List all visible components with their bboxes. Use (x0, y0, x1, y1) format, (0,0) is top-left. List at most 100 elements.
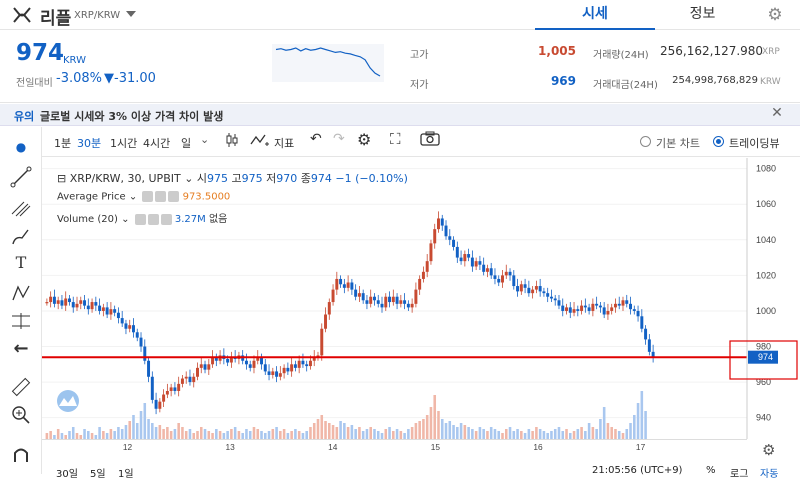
volume-bar (629, 423, 632, 439)
magnet-icon[interactable] (10, 444, 32, 466)
gear-icon[interactable]: ⚙ (767, 5, 783, 25)
volume-bar (486, 431, 489, 439)
volume-bar (90, 433, 94, 439)
range-5d[interactable]: 5일 (90, 469, 106, 480)
top-bar (0, 0, 800, 30)
candle-body (308, 360, 312, 367)
percent-toggle[interactable]: % (706, 465, 716, 476)
candle-body (512, 275, 516, 287)
volume-bar (309, 427, 312, 439)
price-chart[interactable]: 940 960 980 1000 1020 1040 1060 1080 974 (42, 158, 800, 439)
chart-settings-icon[interactable]: ⚙ (357, 130, 372, 149)
pattern-tool-icon[interactable] (10, 282, 32, 304)
eye-icon[interactable] (142, 191, 154, 202)
candle-body (414, 289, 418, 304)
legend-collapse-icon[interactable]: ⊟ (57, 172, 67, 185)
interval-30m[interactable]: 30분 (77, 137, 102, 150)
axis-settings-icon[interactable]: ⚙ (762, 441, 776, 459)
log-toggle[interactable]: 로그 (730, 469, 749, 480)
interval-1m[interactable]: 1분 (54, 137, 72, 150)
candle-body (640, 316, 644, 329)
close-icon[interactable]: ✕ (771, 105, 783, 121)
interval-4h[interactable]: 4시간 (143, 137, 171, 150)
prediction-tool-icon[interactable] (10, 310, 32, 332)
volume-bar (135, 423, 139, 439)
range-1d[interactable]: 1일 (118, 469, 134, 480)
chevron-down-icon[interactable]: ⌄ (200, 133, 210, 146)
eye-icon[interactable] (134, 213, 146, 225)
candle-body (324, 314, 328, 329)
arrow-left-icon[interactable]: ← (13, 338, 29, 359)
tab-info[interactable]: 정보 (689, 6, 716, 22)
brush-icon[interactable] (10, 226, 32, 248)
candle-body (275, 371, 279, 377)
volume-bar (550, 431, 553, 439)
volume-bar (399, 431, 403, 439)
candle-body (576, 309, 580, 311)
volume-bar (233, 427, 237, 439)
vol-legend-extra: 없음 (208, 214, 228, 225)
basic-chart-label[interactable]: 기본 차트 (656, 137, 700, 150)
volume-bar (376, 431, 380, 439)
undo-icon[interactable]: ↶ (310, 131, 322, 147)
candle-body (587, 307, 591, 311)
volume-bar (410, 427, 414, 439)
y-axis: 940 960 980 1000 1020 1040 1060 1080 (746, 158, 776, 439)
volume-bar (294, 429, 297, 439)
candle-body (252, 360, 256, 368)
redo-icon[interactable]: ↷ (333, 131, 345, 147)
legend-symbol[interactable]: XRP/KRW, 30, UPBIT (69, 172, 181, 185)
volume-bar (177, 423, 180, 439)
candle-body (602, 307, 606, 315)
text-tool-icon[interactable]: T (15, 253, 27, 272)
crosshair-icon[interactable]: ● (15, 140, 27, 154)
candle-body (632, 309, 636, 311)
volume-bar (587, 423, 591, 439)
candle-body (580, 305, 584, 311)
zoom-in-icon[interactable] (10, 404, 32, 426)
tab-price[interactable]: 시세 (535, 0, 655, 30)
legend-change: −1 (−0.10%) (335, 172, 408, 185)
volume-bar (538, 429, 542, 439)
auto-toggle[interactable]: 자동 (760, 469, 779, 480)
candle-body (354, 289, 358, 297)
settings-icon[interactable] (147, 213, 159, 225)
candle-body (113, 309, 117, 313)
ruler-icon[interactable] (10, 376, 32, 398)
candlestick-icon[interactable] (224, 132, 240, 148)
price-unit: KRW (63, 55, 86, 66)
trend-line-icon[interactable] (10, 166, 32, 188)
indicator-icon[interactable] (250, 132, 270, 148)
remove-icon[interactable] (160, 213, 172, 225)
candle-body (369, 296, 373, 304)
radio-basic-chart[interactable] (640, 136, 651, 147)
candle-body (625, 300, 629, 304)
volume-bar (324, 421, 327, 439)
interval-day[interactable]: 일 (181, 137, 192, 150)
tradingview-label[interactable]: 트레이딩뷰 (729, 137, 780, 150)
range-30d[interactable]: 30일 (56, 469, 78, 480)
settings-icon[interactable] (155, 191, 167, 202)
volume-bar (154, 427, 158, 439)
volume-bar (346, 427, 350, 439)
volume-bar (260, 431, 263, 439)
volume-bar (53, 435, 56, 439)
y-tick-label: 1020 (756, 270, 776, 280)
fullscreen-icon[interactable]: ⛶ (390, 130, 401, 148)
fib-tool-icon[interactable] (10, 196, 32, 218)
indicator-label[interactable]: 지표 (274, 137, 295, 150)
candle-body (271, 371, 275, 375)
candle-body (169, 387, 173, 391)
camera-icon[interactable] (420, 131, 440, 146)
candle-body (135, 332, 139, 338)
interval-1h[interactable]: 1시간 (110, 137, 138, 150)
x-axis[interactable]: 12 13 14 15 16 17 (42, 439, 747, 453)
candle-body (553, 298, 557, 301)
volume-bar (339, 421, 342, 439)
volume-bar (203, 429, 207, 439)
remove-icon[interactable] (168, 191, 180, 202)
radio-tradingview[interactable] (713, 136, 724, 147)
volume-bar (68, 431, 71, 439)
pair-dropdown-icon[interactable] (126, 11, 136, 17)
candle-body (647, 339, 651, 352)
